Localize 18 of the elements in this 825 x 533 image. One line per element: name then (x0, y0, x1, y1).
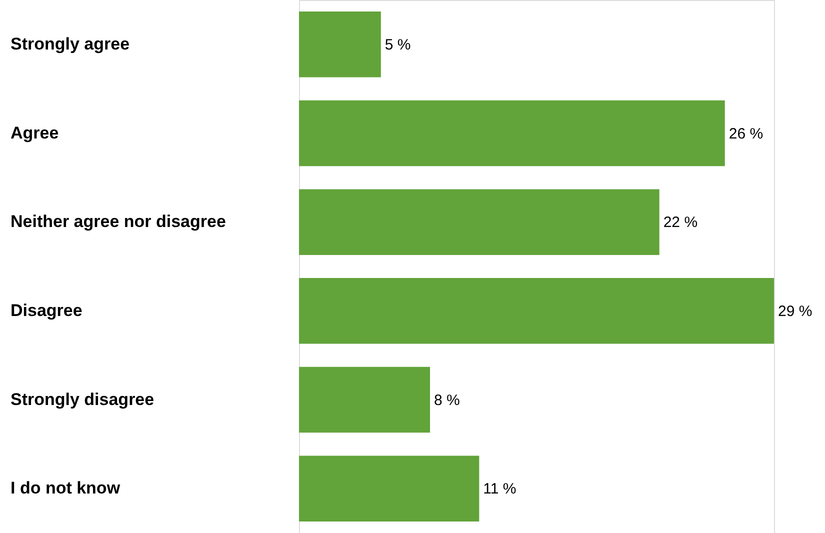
y-tick-label: Strongly agree (10, 34, 130, 54)
data-label: 26 % (728, 125, 764, 142)
bar (299, 456, 480, 522)
y-tick-label: Neither agree nor disagree (10, 212, 226, 232)
bar (299, 366, 430, 433)
data-label: 8 % (434, 392, 460, 409)
data-label: 5 % (384, 36, 411, 54)
data-label: 22 % (663, 214, 698, 232)
data-label: 11 % (483, 480, 516, 498)
y-tick-label: Agree (10, 123, 59, 142)
bar (299, 100, 725, 166)
data-label: 29 % (778, 302, 812, 320)
bar (299, 12, 381, 78)
bar (299, 189, 660, 255)
y-tick-label: I do not know (10, 478, 121, 498)
y-tick-label: Strongly disagree (10, 390, 154, 409)
y-tick-label: Disagree (10, 300, 82, 320)
bar (299, 278, 774, 344)
